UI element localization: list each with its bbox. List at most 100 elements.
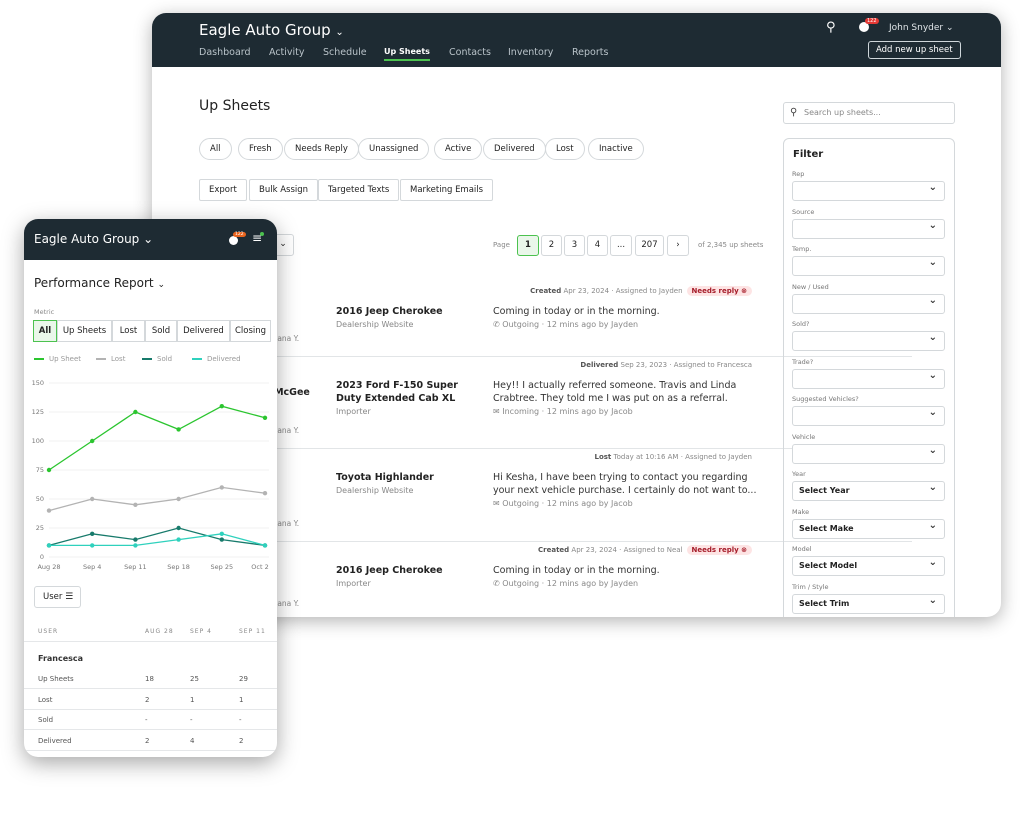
filter-select-rep[interactable] bbox=[792, 179, 945, 201]
data-point bbox=[46, 508, 52, 513]
table-cell: 1 bbox=[239, 695, 244, 704]
channel: Outgoing bbox=[502, 320, 540, 329]
metric-tab-up-sheets[interactable]: Up Sheets bbox=[57, 320, 112, 342]
metric-tab-lost[interactable]: Lost bbox=[112, 320, 145, 342]
notifications-icon[interactable] bbox=[859, 22, 869, 32]
page-3[interactable]: 3 bbox=[564, 235, 585, 256]
data-point bbox=[176, 537, 181, 542]
user-button-label: User bbox=[43, 592, 63, 602]
user-menu[interactable]: John Snyder ⌄ bbox=[889, 23, 954, 33]
metric-tab-delivered[interactable]: Delivered bbox=[177, 320, 230, 342]
data-point bbox=[219, 531, 224, 536]
up-sheet-row[interactable]: Created Apr 23, 2024 · Assigned to Jayde… bbox=[152, 283, 912, 357]
nav-contacts[interactable]: Contacts bbox=[449, 47, 491, 58]
customer-name[interactable]: n McGee bbox=[264, 387, 310, 398]
row-meta: Delivered Sep 23, 2023 · Assigned to Fra… bbox=[580, 361, 752, 369]
separator: · bbox=[609, 287, 616, 295]
search-icon[interactable]: ⚲ bbox=[826, 20, 836, 35]
org-switcher[interactable]: Eagle Auto Group ⌄ bbox=[34, 232, 154, 246]
nav-up-sheets[interactable]: Up Sheets bbox=[384, 47, 430, 61]
data-point bbox=[262, 543, 268, 548]
user-sort-button[interactable]: User ☰ bbox=[34, 586, 81, 608]
lead-source: Dealership Website bbox=[336, 320, 414, 329]
up-sheet-row[interactable]: Delivered Sep 23, 2023 · Assigned to Fra… bbox=[152, 357, 912, 449]
nav-inventory[interactable]: Inventory bbox=[508, 47, 554, 58]
channel: Outgoing bbox=[502, 499, 540, 508]
targeted-texts-button[interactable]: Targeted Texts bbox=[318, 179, 400, 201]
y-tick-label: 0 bbox=[40, 553, 44, 561]
y-tick-label: 25 bbox=[36, 524, 44, 532]
online-dot bbox=[260, 232, 264, 236]
row-label: Up Sheets bbox=[38, 675, 74, 683]
menu-icon[interactable]: ≡ bbox=[252, 231, 263, 245]
separator: · bbox=[678, 453, 686, 461]
filter-select-make[interactable]: Select Make bbox=[792, 517, 945, 539]
x-tick-label: Sep 4 bbox=[83, 563, 101, 571]
filter-select-new-used[interactable] bbox=[792, 292, 945, 314]
bulk-assign-button[interactable]: Bulk Assign bbox=[249, 179, 319, 201]
filter-pill-unassigned[interactable]: Unassigned bbox=[358, 138, 430, 160]
filter-pill-needs-reply[interactable]: Needs Reply bbox=[284, 138, 359, 160]
next-page-button[interactable]: › bbox=[667, 235, 689, 256]
filter-label-trim-style: Trim / Style bbox=[792, 582, 829, 591]
add-new-up-sheet-button[interactable]: Add new up sheet bbox=[868, 41, 961, 59]
nav-activity[interactable]: Activity bbox=[269, 47, 305, 58]
x-tick-label: Aug 28 bbox=[37, 563, 60, 571]
filter-pill-inactive[interactable]: Inactive bbox=[588, 138, 644, 160]
filter-pill-fresh[interactable]: Fresh bbox=[238, 138, 283, 160]
filter-select-trade-[interactable] bbox=[792, 367, 945, 389]
filter-pill-delivered[interactable]: Delivered bbox=[483, 138, 546, 160]
page-4[interactable]: 4 bbox=[587, 235, 608, 256]
rep-name: Tatyana Y. bbox=[262, 519, 300, 528]
vehicle-name[interactable]: 2016 Jeep Cherokee bbox=[336, 565, 443, 576]
org-switcher[interactable]: Eagle Auto Group ⌄ bbox=[199, 21, 344, 39]
search-input[interactable]: ⚲ Search up sheets... bbox=[783, 102, 955, 124]
row-divider bbox=[24, 749, 277, 751]
filter-pill-all[interactable]: All bbox=[199, 138, 232, 160]
vehicle-name[interactable]: Toyota Highlander bbox=[336, 472, 434, 483]
report-title: Performance Report bbox=[34, 276, 154, 290]
nav-schedule[interactable]: Schedule bbox=[323, 47, 367, 58]
lead-source: Dealership Website bbox=[336, 486, 414, 495]
notifications-icon[interactable] bbox=[229, 236, 238, 245]
mobile-window: Eagle Auto Group ⌄ 122 ≡ Performance Rep… bbox=[24, 219, 277, 757]
filter-select-trim-style[interactable]: Select Trim bbox=[792, 592, 945, 614]
filter-select-sold-[interactable] bbox=[792, 329, 945, 351]
up-sheet-row[interactable]: Created Apr 23, 2024 · Assigned to Neal N… bbox=[152, 542, 912, 617]
column-header: AUG 28 bbox=[145, 628, 174, 635]
export-button[interactable]: Export bbox=[199, 179, 247, 201]
page-ellipsis[interactable]: ... bbox=[610, 235, 632, 256]
notification-badge: 122 bbox=[233, 232, 246, 237]
metric-tab-sold[interactable]: Sold bbox=[145, 320, 177, 342]
lead-source: Importer bbox=[336, 579, 371, 588]
filter-select-model[interactable]: Select Model bbox=[792, 554, 945, 576]
filter-pill-active[interactable]: Active bbox=[434, 138, 483, 160]
metric-tab-closing[interactable]: Closing bbox=[230, 320, 271, 342]
filter-select-source[interactable] bbox=[792, 217, 945, 239]
page-1[interactable]: 1 bbox=[517, 235, 539, 256]
metric-tab-all[interactable]: All bbox=[33, 320, 57, 342]
filter-select-temp-[interactable] bbox=[792, 254, 945, 276]
search-placeholder: Search up sheets... bbox=[804, 108, 881, 117]
row-date: Today at 10:16 AM bbox=[613, 453, 679, 461]
filter-select-suggested-vehicles-[interactable] bbox=[792, 404, 945, 426]
data-point bbox=[90, 543, 95, 548]
nav-dashboard[interactable]: Dashboard bbox=[199, 47, 251, 58]
y-tick-label: 50 bbox=[36, 495, 44, 503]
nav-reports[interactable]: Reports bbox=[572, 47, 609, 58]
vehicle-name[interactable]: 2016 Jeep Cherokee bbox=[336, 306, 443, 317]
up-sheet-row[interactable]: Lost Today at 10:16 AM · Assigned to Jay… bbox=[152, 449, 912, 542]
column-header: SEP 11 bbox=[239, 628, 266, 635]
filter-select-year[interactable]: Select Year bbox=[792, 479, 945, 501]
filter-label-suggested-vehicles-: Suggested Vehicles? bbox=[792, 395, 859, 403]
page-207[interactable]: 207 bbox=[635, 235, 664, 256]
marketing-emails-button[interactable]: Marketing Emails bbox=[400, 179, 494, 201]
filter-select-vehicle[interactable] bbox=[792, 442, 945, 464]
row-meta: Created Apr 23, 2024 · Assigned to Jayde… bbox=[530, 286, 752, 296]
page-2[interactable]: 2 bbox=[541, 235, 562, 256]
report-selector[interactable]: Performance Report ⌄ bbox=[34, 276, 166, 290]
filter-pill-lost[interactable]: Lost bbox=[545, 138, 585, 160]
vehicle-name[interactable]: 2023 Ford F-150 Super Duty Extended Cab … bbox=[336, 380, 458, 404]
filter-panel: Filter bbox=[783, 138, 955, 617]
divider bbox=[24, 641, 277, 642]
